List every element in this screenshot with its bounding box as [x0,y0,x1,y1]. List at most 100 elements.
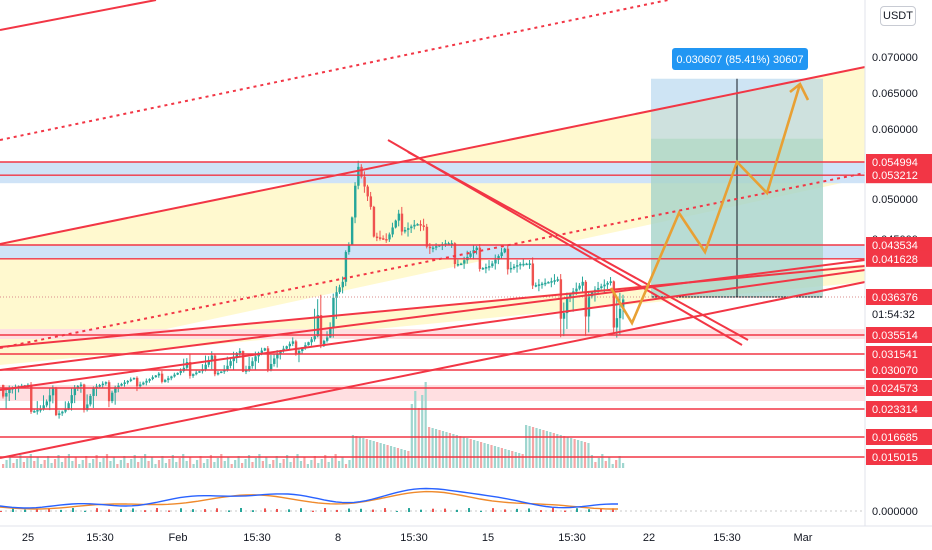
volume-bar [282,459,285,468]
candle [188,362,192,376]
osc-bar [456,509,458,512]
candle [114,387,117,393]
candle [229,361,232,366]
volume-bar [213,462,216,468]
candle [89,395,92,405]
volume-bar [514,452,517,468]
volume-bar [369,440,372,468]
volume-bar [372,441,375,468]
candle [104,382,108,384]
candle [481,268,485,270]
candle [313,336,316,340]
volume-bar [71,461,74,468]
candle [378,237,382,239]
candle [372,206,376,237]
volume-bar [292,458,296,468]
volume-bar [573,439,576,468]
price-axis[interactable]: 0.0700000.0650000.0600000.0500000.045000… [864,0,932,526]
volume-bar [528,426,531,468]
candle [145,380,148,383]
volume-bar [206,459,209,468]
volume-bar [140,458,143,468]
volume-bar [234,460,237,468]
osc-bar [348,508,350,512]
candle [245,370,248,372]
osc-bar [480,510,482,512]
candle [204,364,207,370]
candle [459,263,463,266]
volume-bar [247,455,251,468]
price-tick-label: 0.050000 [872,194,918,206]
volume-bar [171,455,174,468]
candle [475,247,478,251]
volume-bar [348,460,351,468]
volume-bar [202,463,206,468]
osc-main-line [0,487,618,509]
candle [360,166,363,177]
candle [463,260,466,264]
osc-bar [408,508,410,512]
volume-bar [123,456,126,468]
candle [160,373,164,382]
candle [39,409,42,411]
candle [129,379,133,381]
candle [111,392,114,402]
candle [394,220,397,228]
price-level-badge: 0.016685 [872,432,918,444]
volume-bar [448,433,452,468]
osc-bar [12,508,14,512]
candle [5,393,8,397]
osc-bar [492,508,494,512]
projection-path [609,83,802,326]
volume-bar [604,461,607,468]
candle [254,356,257,362]
channel-upper-line [0,66,866,245]
price-level-badge-box [866,237,932,253]
candle [397,213,401,221]
price-projection [609,81,810,326]
candle [556,279,559,281]
volume-bar [441,431,445,468]
price-level-badge-box [866,380,932,396]
volume-bar [476,441,479,468]
volume-bar [594,462,597,468]
currency-button[interactable]: USDT [880,6,916,26]
osc-bar [396,510,398,512]
volume-bar [286,455,289,468]
volume-bar [383,444,386,468]
candle [135,377,139,387]
candle [435,246,438,248]
candle [416,224,419,226]
price-tick-label: 0.070000 [872,52,918,64]
candle [33,411,36,413]
candle [294,341,298,354]
volume-bar [583,442,587,468]
price-level-badge-box [866,346,932,362]
candle [522,263,525,266]
volume-bar [95,455,98,468]
volume-bar [137,462,140,468]
volume-histogram [2,382,625,468]
volume-bar [486,444,490,468]
volume-bar [545,431,548,468]
candle [537,284,541,286]
osc-bar [612,508,614,512]
time-tick-label: 22 [643,532,655,544]
candle [164,380,167,382]
current-price-badge-box [866,289,932,305]
volume-bar [192,464,195,468]
volume-bar [223,461,226,468]
candle [488,266,491,268]
candle [36,410,39,412]
volume-bar [130,459,133,468]
candle [123,382,126,384]
volume-bar [525,425,528,468]
candle [400,213,404,232]
volume-bar [431,428,434,468]
volume-bar [615,460,618,468]
time-axis[interactable]: 25 15:30 Feb 15:30 8 15:30 15 15:30 22 15:30 Mar [0,525,932,544]
volume-bar [622,463,625,468]
price-tick-label: 0.060000 [872,124,918,136]
volume-bar [150,457,154,468]
